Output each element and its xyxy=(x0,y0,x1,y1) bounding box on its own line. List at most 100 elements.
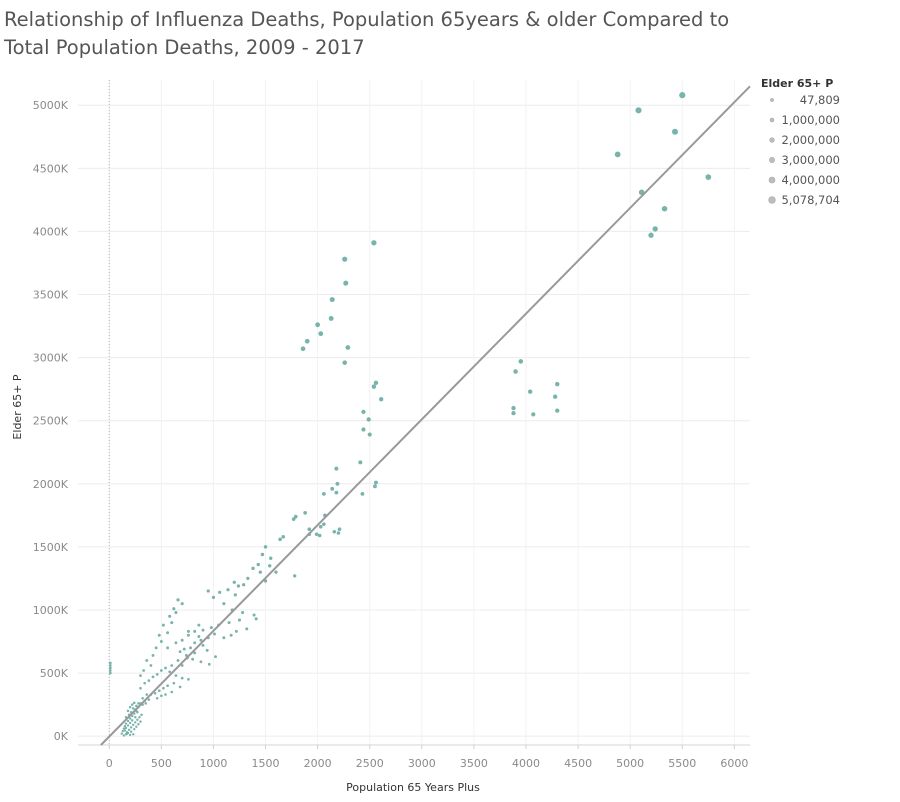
data-point[interactable] xyxy=(131,723,135,727)
data-point[interactable] xyxy=(511,405,516,411)
data-point[interactable] xyxy=(123,724,127,728)
data-point[interactable] xyxy=(342,256,348,262)
data-point[interactable] xyxy=(193,641,197,645)
data-point[interactable] xyxy=(168,670,172,674)
data-point[interactable] xyxy=(199,660,203,664)
data-point[interactable] xyxy=(205,648,209,652)
data-point[interactable] xyxy=(126,719,130,723)
data-point[interactable] xyxy=(121,729,125,733)
data-point[interactable] xyxy=(343,280,349,286)
data-point[interactable] xyxy=(170,690,174,694)
data-point[interactable] xyxy=(222,636,226,640)
data-point[interactable] xyxy=(555,381,560,387)
data-point[interactable] xyxy=(126,709,130,713)
data-point[interactable] xyxy=(141,697,144,700)
data-point[interactable] xyxy=(124,722,128,725)
data-point[interactable] xyxy=(164,693,167,696)
data-point[interactable] xyxy=(209,626,213,630)
data-point[interactable] xyxy=(360,491,365,496)
data-point[interactable] xyxy=(157,633,161,637)
data-point[interactable] xyxy=(251,566,255,571)
data-point[interactable] xyxy=(371,384,377,389)
data-point[interactable] xyxy=(374,480,378,485)
data-point[interactable] xyxy=(142,669,146,672)
data-point[interactable] xyxy=(322,522,326,526)
data-point[interactable] xyxy=(159,669,163,672)
data-point[interactable] xyxy=(147,679,151,682)
data-point[interactable] xyxy=(237,618,242,622)
data-point[interactable] xyxy=(679,92,686,99)
data-point[interactable] xyxy=(189,646,192,650)
data-point[interactable] xyxy=(120,732,123,735)
data-point[interactable] xyxy=(144,702,148,705)
data-point[interactable] xyxy=(328,316,334,321)
data-point[interactable] xyxy=(336,531,341,535)
data-point[interactable] xyxy=(180,602,184,606)
data-point[interactable] xyxy=(345,345,351,350)
data-point[interactable] xyxy=(136,718,139,721)
data-point[interactable] xyxy=(155,672,159,676)
data-point[interactable] xyxy=(227,621,231,625)
data-point[interactable] xyxy=(129,730,133,733)
data-point[interactable] xyxy=(293,574,297,578)
data-point[interactable] xyxy=(172,681,176,685)
data-point[interactable] xyxy=(371,240,377,246)
data-point[interactable] xyxy=(161,623,165,627)
data-point[interactable] xyxy=(124,726,128,730)
data-point[interactable] xyxy=(263,545,268,549)
data-point[interactable] xyxy=(201,643,205,647)
data-point[interactable] xyxy=(652,226,658,232)
data-point[interactable] xyxy=(176,659,180,662)
data-point[interactable] xyxy=(334,490,339,495)
data-point[interactable] xyxy=(303,510,307,515)
data-point[interactable] xyxy=(661,205,668,212)
data-point[interactable] xyxy=(178,650,182,654)
data-point[interactable] xyxy=(132,701,136,705)
data-point[interactable] xyxy=(193,651,197,655)
data-point[interactable] xyxy=(108,661,112,665)
data-point[interactable] xyxy=(123,729,127,732)
data-point[interactable] xyxy=(128,733,132,737)
data-point[interactable] xyxy=(513,369,518,374)
data-point[interactable] xyxy=(258,570,262,574)
data-point[interactable] xyxy=(246,576,250,581)
data-point[interactable] xyxy=(361,427,366,432)
data-point[interactable] xyxy=(187,678,190,681)
data-point[interactable] xyxy=(132,733,135,736)
data-point[interactable] xyxy=(318,524,323,529)
data-point[interactable] xyxy=(164,666,167,670)
data-point[interactable] xyxy=(291,517,296,521)
data-point[interactable] xyxy=(531,412,536,417)
data-point[interactable] xyxy=(139,686,142,690)
data-point[interactable] xyxy=(373,484,377,489)
data-point[interactable] xyxy=(140,713,143,716)
data-point[interactable] xyxy=(229,633,233,637)
data-point[interactable] xyxy=(361,409,366,415)
data-point[interactable] xyxy=(166,684,169,688)
data-point[interactable] xyxy=(134,715,137,719)
data-point[interactable] xyxy=(329,297,335,303)
data-point[interactable] xyxy=(256,562,260,567)
data-point[interactable] xyxy=(166,646,170,650)
data-point[interactable] xyxy=(147,698,151,701)
data-point[interactable] xyxy=(335,481,340,486)
data-point[interactable] xyxy=(236,584,241,588)
data-point[interactable] xyxy=(206,589,210,593)
data-point[interactable] xyxy=(137,722,140,726)
data-point[interactable] xyxy=(242,583,246,587)
data-point[interactable] xyxy=(234,629,238,633)
trend-line[interactable] xyxy=(100,85,751,746)
data-point[interactable] xyxy=(170,664,174,667)
data-point[interactable] xyxy=(334,466,339,471)
data-point[interactable] xyxy=(122,727,126,730)
data-point[interactable] xyxy=(226,588,230,592)
data-point[interactable] xyxy=(166,631,170,635)
data-point[interactable] xyxy=(332,529,337,534)
data-point[interactable] xyxy=(197,623,201,627)
data-point[interactable] xyxy=(157,689,161,693)
data-point[interactable] xyxy=(108,671,112,675)
data-point[interactable] xyxy=(314,532,319,537)
data-point[interactable] xyxy=(162,686,165,690)
data-point[interactable] xyxy=(151,675,155,679)
data-point[interactable] xyxy=(304,338,310,344)
